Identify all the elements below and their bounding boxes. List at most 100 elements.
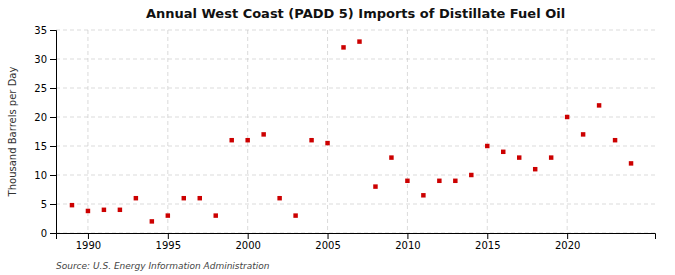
x-axis: 1990 1995 2000 2005 2010 2015 2020 <box>57 233 656 251</box>
y-axis-tick: 5 <box>41 199 56 210</box>
point <box>421 193 425 197</box>
point <box>261 132 265 136</box>
y-axis-tick-label: 25 <box>34 83 47 94</box>
x-axis-tick: 2005 <box>315 233 340 251</box>
point <box>437 179 441 183</box>
point <box>629 161 633 165</box>
x-axis-tick: 1990 <box>76 233 101 251</box>
grid-line-x <box>167 30 168 233</box>
point <box>150 219 154 223</box>
y-axis-tick-mark <box>50 117 56 118</box>
plot-area: 1990 1995 2000 2005 2010 2015 2020 0 5 10 15 20 25 30… <box>34 25 655 251</box>
x-axis-tick: 2010 <box>395 233 420 251</box>
point <box>581 132 585 136</box>
y-axis-tick-mark <box>50 30 56 31</box>
x-axis-tick: 1995 <box>156 233 181 251</box>
y-axis-tick-label: 0 <box>41 228 47 239</box>
y-axis-tick-label: 20 <box>34 112 47 123</box>
point <box>613 138 617 142</box>
point <box>229 138 233 142</box>
point <box>166 213 170 217</box>
grid-line-y <box>56 175 655 176</box>
x-axis-line <box>57 234 656 240</box>
point <box>501 150 505 154</box>
x-axis-tick-label: 2015 <box>475 240 500 251</box>
grid-line-y <box>56 146 655 147</box>
grid-line-x <box>247 30 248 233</box>
point <box>245 138 249 142</box>
y-axis-tick: 20 <box>34 112 56 123</box>
point <box>325 141 329 145</box>
point <box>102 208 106 212</box>
x-axis-tick-label: 2010 <box>395 240 420 251</box>
y-axis: 0 5 10 15 20 25 30 35 <box>34 25 56 239</box>
y-axis-tick: 10 <box>34 170 56 181</box>
point <box>86 209 90 213</box>
grid <box>56 30 655 233</box>
grid-line-x <box>327 30 328 233</box>
grid-line-y <box>56 59 655 60</box>
point <box>341 45 345 49</box>
point <box>533 167 537 171</box>
point <box>293 213 297 217</box>
point <box>565 115 569 119</box>
y-axis-tick: 25 <box>34 83 56 94</box>
x-axis-tick-label: 1995 <box>156 240 181 251</box>
x-axis-tick-mark <box>168 233 169 239</box>
grid-line-x <box>487 30 488 233</box>
y-axis-tick-mark <box>50 59 56 60</box>
x-axis-tick-mark <box>328 233 329 239</box>
chart-container: 1990 1995 2000 2005 2010 2015 2020 0 5 10 15 20 25 30… <box>0 0 675 275</box>
point <box>309 138 313 142</box>
grid-line-x <box>407 30 408 233</box>
point <box>134 196 138 200</box>
point <box>373 184 377 188</box>
y-axis-line <box>50 31 57 234</box>
y-axis-tick: 30 <box>34 54 56 65</box>
point <box>405 179 409 183</box>
point <box>549 155 553 159</box>
x-axis-tick: 2020 <box>555 233 580 251</box>
x-axis-tick-mark <box>407 233 408 239</box>
point <box>469 173 473 177</box>
x-axis-tick-label: 2005 <box>315 240 340 251</box>
y-axis-tick-mark <box>50 233 56 234</box>
x-axis-tick: 2000 <box>235 233 260 251</box>
x-axis-tick-mark <box>248 233 249 239</box>
point <box>485 144 489 148</box>
point <box>198 196 202 200</box>
y-axis-tick-label: 15 <box>34 141 47 152</box>
y-axis-title: Thousand Barrels per Day <box>7 67 18 198</box>
x-axis-tick-label: 1990 <box>76 240 101 251</box>
y-axis-tick: 35 <box>34 25 56 36</box>
chart-svg: 1990 1995 2000 2005 2010 2015 2020 0 5 10 15 20 25 30… <box>0 0 675 275</box>
point <box>517 155 521 159</box>
grid-line-x <box>87 30 88 233</box>
point <box>118 208 122 212</box>
grid-line-y <box>56 204 655 205</box>
grid-line-y <box>56 30 655 31</box>
x-axis-tick-mark <box>567 233 568 239</box>
y-axis-tick-mark <box>50 204 56 205</box>
y-axis-tick-mark <box>50 175 56 176</box>
point <box>277 196 281 200</box>
y-axis-tick: 0 <box>41 228 56 239</box>
y-axis-tick: 15 <box>34 141 56 152</box>
point <box>597 103 601 107</box>
x-axis-tick: 2015 <box>475 233 500 251</box>
point <box>389 155 393 159</box>
x-axis-tick-mark <box>88 233 89 239</box>
x-axis-tick-mark <box>487 233 488 239</box>
point <box>357 39 361 43</box>
y-axis-tick-mark <box>50 146 56 147</box>
y-axis-tick-label: 5 <box>41 199 47 210</box>
points <box>70 39 634 223</box>
point <box>213 213 217 217</box>
grid-line-y <box>56 88 655 89</box>
x-axis-tick-label: 2020 <box>555 240 580 251</box>
point <box>182 196 186 200</box>
y-axis-tick-label: 10 <box>34 170 47 181</box>
title: Annual West Coast (PADD 5) Imports of Di… <box>146 6 565 21</box>
point <box>70 203 74 207</box>
x-axis-tick-label: 2000 <box>235 240 260 251</box>
